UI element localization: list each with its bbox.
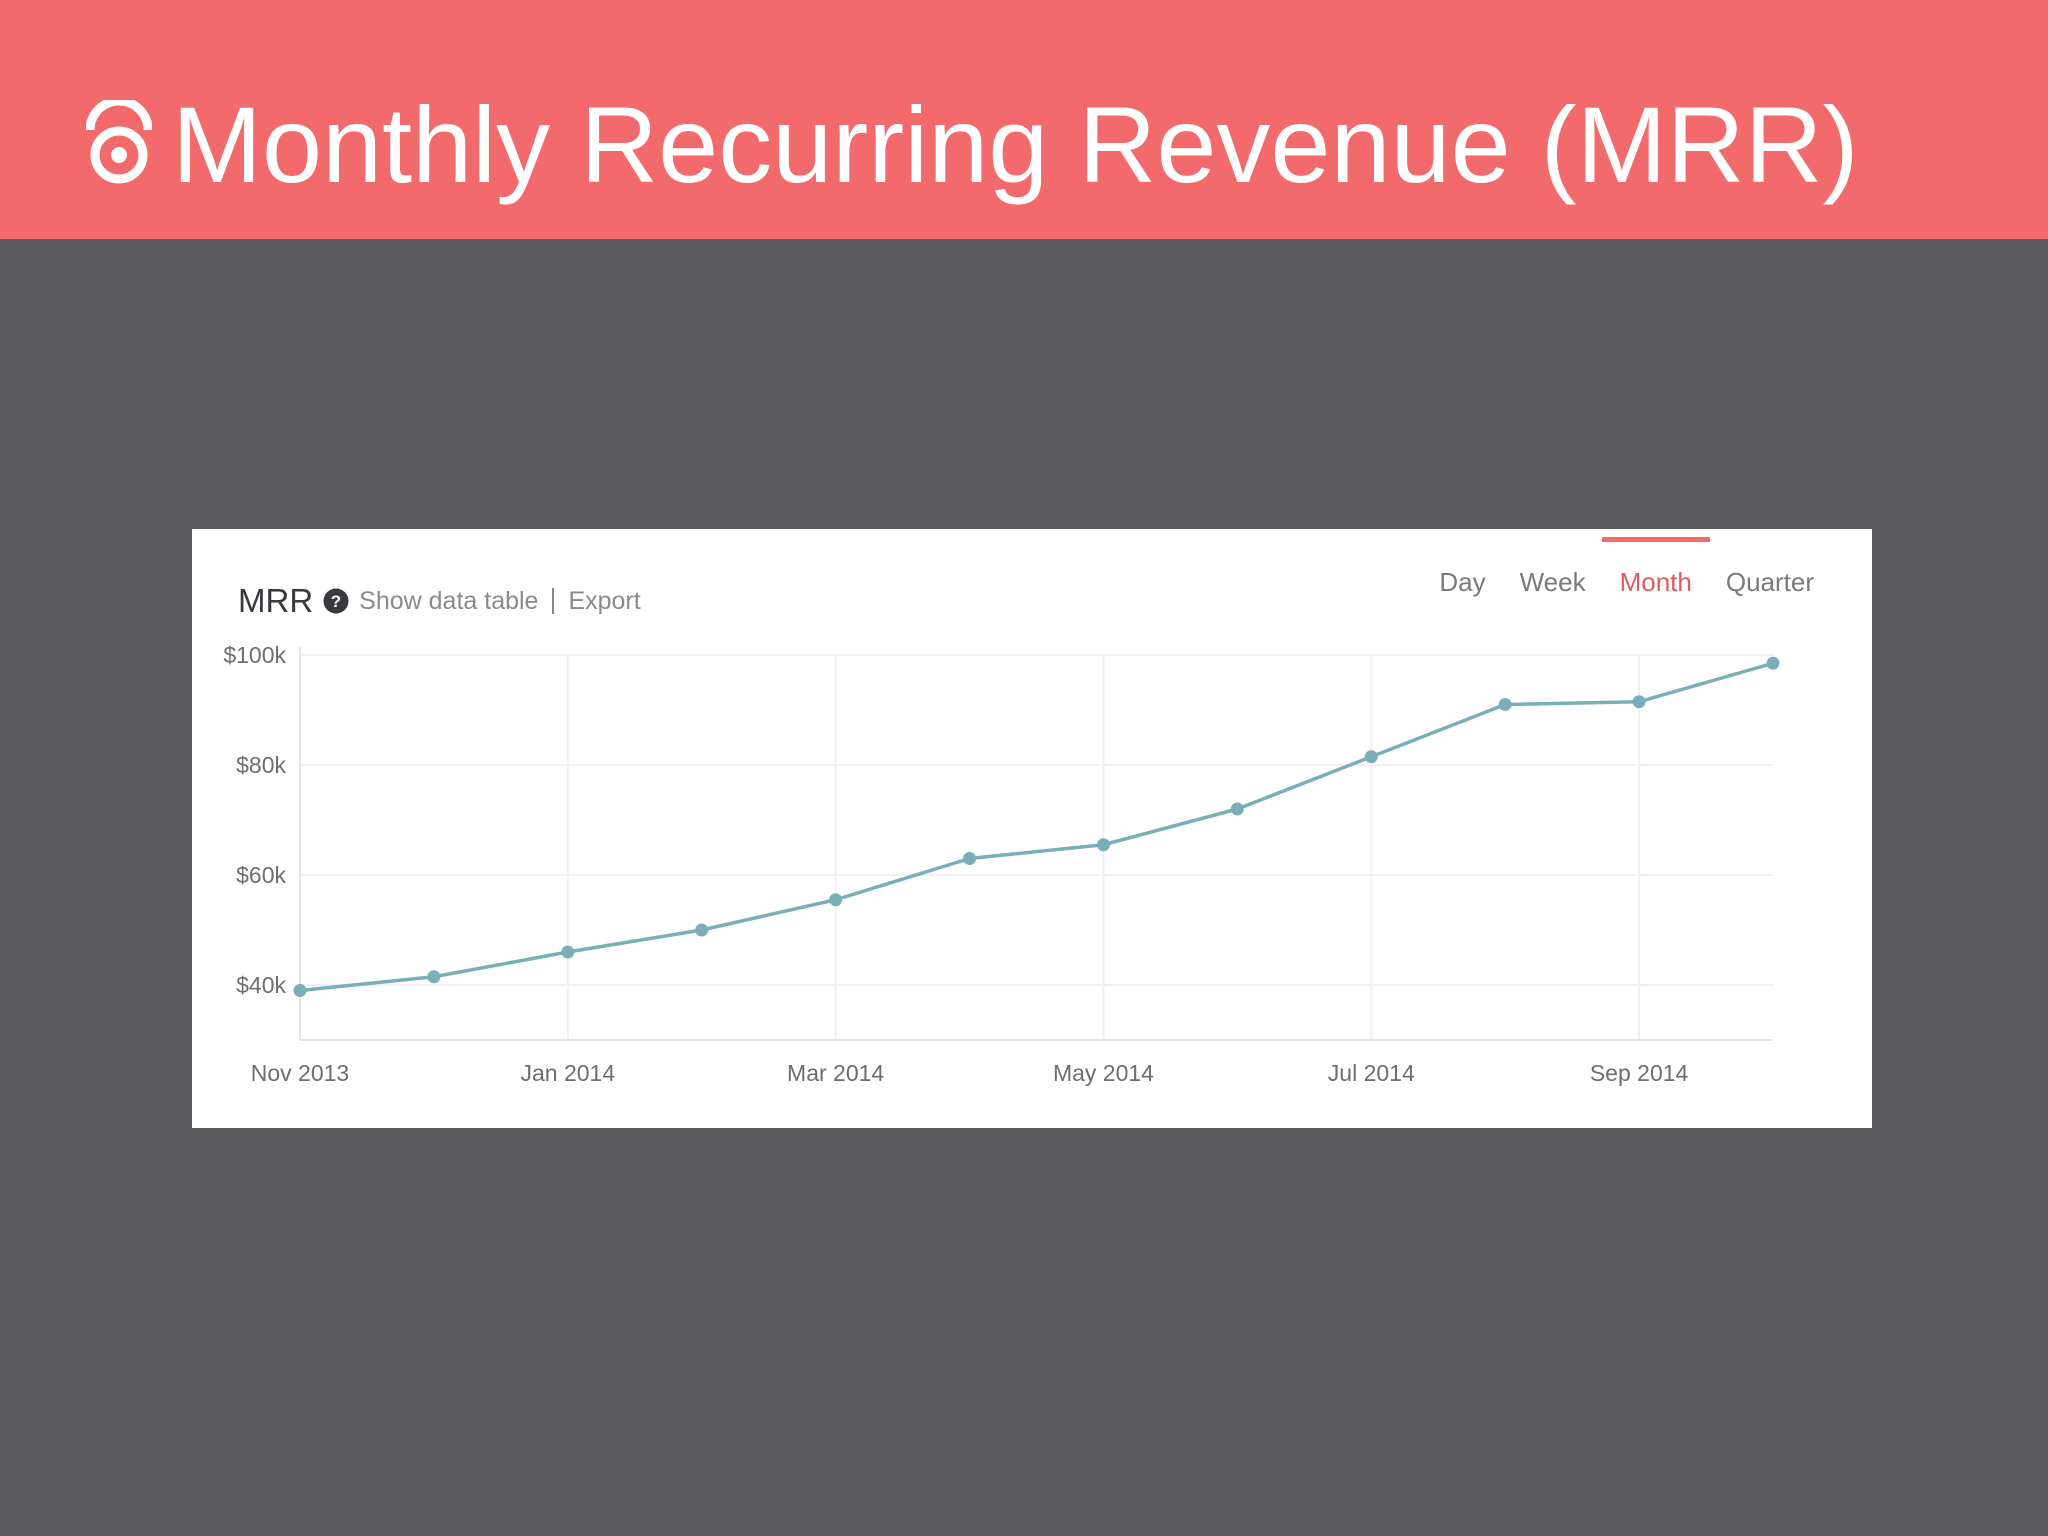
data-point: [695, 923, 709, 937]
data-point: [1632, 695, 1646, 709]
y-tick-label: $60k: [236, 862, 286, 888]
period-month[interactable]: Month: [1601, 536, 1711, 597]
data-point: [829, 893, 843, 907]
period-day[interactable]: Day: [1439, 566, 1486, 597]
y-tick-label: $40k: [236, 972, 286, 998]
data-point: [1230, 802, 1244, 816]
x-tick-label: Nov 2013: [251, 1060, 349, 1086]
slide-title: Monthly Recurring Revenue (MRR): [172, 84, 1859, 205]
chart-header: MRR ? Show data table Export: [238, 576, 641, 626]
link-separator: [552, 588, 555, 614]
slide-header: Monthly Recurring Revenue (MRR): [0, 0, 2048, 239]
show-data-table-link[interactable]: Show data table: [359, 586, 539, 615]
data-point: [963, 852, 977, 865]
y-tick-label: $100k: [223, 642, 286, 668]
data-point: [1096, 838, 1110, 852]
chart-title: MRR: [238, 582, 314, 619]
eye-target-icon: [86, 100, 152, 184]
mrr-line-chart: $100k $80k $60k $40k Nov 2013 Jan 2014 Mar 201…: [223, 642, 1780, 1086]
x-tick-label: May 2014: [1053, 1060, 1154, 1086]
data-point: [427, 970, 441, 984]
y-tick-label: $80k: [236, 752, 286, 778]
data-point: [293, 984, 307, 997]
mrr-chart-card: $100k $80k $60k $40k Nov 2013 Jan 2014 Mar 201…: [192, 529, 1872, 1128]
data-point: [1766, 656, 1780, 670]
export-link[interactable]: Export: [568, 586, 641, 615]
x-tick-label: Jul 2014: [1328, 1060, 1415, 1086]
data-point: [1364, 750, 1378, 764]
data-point: [561, 945, 575, 959]
x-tick-label: Mar 2014: [787, 1060, 884, 1086]
svg-text:?: ?: [331, 592, 341, 611]
x-tick-label: Sep 2014: [1590, 1060, 1689, 1086]
period-week[interactable]: Week: [1519, 566, 1586, 597]
data-point: [1498, 698, 1512, 711]
mrr-series-line: [299, 661, 1774, 993]
period-selector: Day Week Month Quarter: [1405, 536, 1814, 607]
question-circle-icon[interactable]: ?: [323, 588, 349, 614]
period-quarter[interactable]: Quarter: [1725, 566, 1814, 597]
x-tick-label: Jan 2014: [520, 1060, 615, 1086]
